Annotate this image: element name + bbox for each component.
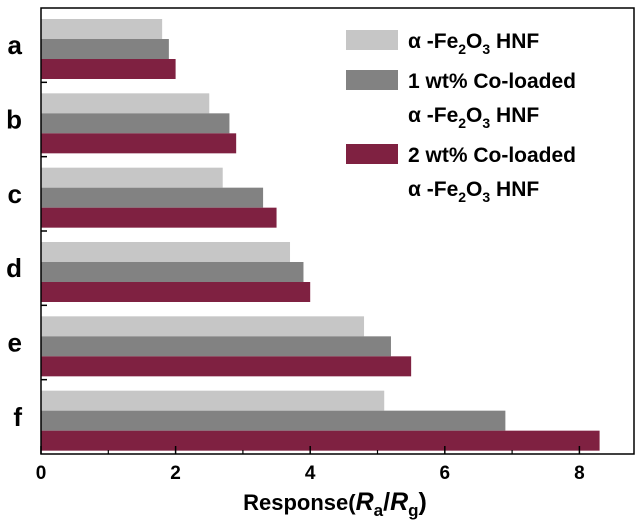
x-tick-label-8: 8 (574, 463, 585, 484)
bars-layer (41, 19, 600, 451)
category-label-b: b (6, 105, 22, 135)
x-tick-label-2: 2 (170, 463, 181, 484)
x-tick-label-4: 4 (305, 463, 316, 484)
legend-swatch-series-1 (346, 30, 398, 50)
bar-c-series-2 (41, 187, 264, 208)
bar-d-series-2 (41, 262, 304, 282)
legend-swatch-series-3 (346, 144, 398, 164)
bar-f-series-2 (41, 410, 506, 431)
category-label-a: a (8, 30, 23, 60)
bar-e-series-1 (41, 316, 365, 337)
plot-frame (40, 7, 635, 455)
bar-e-series-2 (41, 336, 391, 357)
bar-b-series-2 (41, 113, 230, 134)
bar-c-series-1 (41, 167, 223, 188)
bar-a-series-1 (41, 19, 163, 39)
bar-e-series-3 (41, 356, 412, 377)
x-tick-label-6: 6 (440, 463, 451, 484)
bar-b-series-3 (41, 133, 237, 154)
x-tick-label-0: 0 (36, 463, 47, 484)
bar-f-series-1 (41, 390, 385, 411)
legend-label-series-2-line-2: α -Fe2O3 HNF (408, 104, 539, 131)
legend-label-series-3-line-2: α -Fe2O3 HNF (408, 178, 539, 205)
x-axis-title: Response(Ra/Rg) (243, 488, 427, 520)
legend-label-series-3-line-1: 2 wt% Co-loaded (408, 144, 576, 167)
legend-swatch-series-2 (346, 70, 398, 90)
bar-a-series-3 (41, 59, 176, 79)
bar-f-series-3 (41, 430, 600, 451)
bar-b-series-1 (41, 93, 210, 114)
category-label-e: e (8, 328, 22, 358)
legend: α -Fe2O3 HNF 1 wt% Co-loaded α -Fe2O3 HN… (346, 30, 576, 205)
category-label-f: f (13, 402, 22, 432)
category-label-d: d (6, 253, 22, 283)
legend-label-series-1: α -Fe2O3 HNF (408, 30, 539, 57)
bar-c-series-3 (41, 207, 277, 228)
category-labels: a b c d e f (6, 30, 22, 432)
category-label-c: c (8, 179, 22, 209)
bar-d-series-1 (41, 242, 291, 262)
x-ticks: 0 2 4 6 8 (36, 446, 585, 484)
legend-label-series-2-line-1: 1 wt% Co-loaded (408, 70, 576, 93)
bar-a-series-2 (41, 39, 169, 59)
bar-d-series-3 (41, 282, 311, 302)
